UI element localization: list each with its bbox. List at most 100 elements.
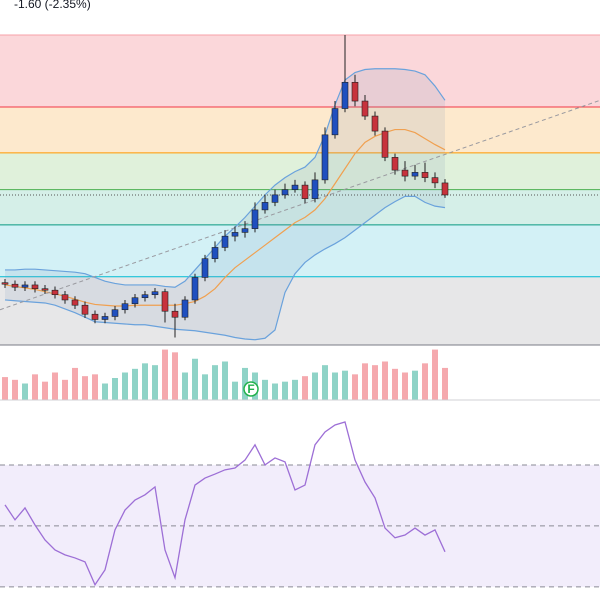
candle-body xyxy=(431,177,439,184)
change-label: -1.60 (-2.35%) xyxy=(14,0,91,11)
volume-pane: F xyxy=(2,349,448,400)
candle-body xyxy=(171,310,179,318)
candle-body xyxy=(51,289,59,296)
volume-bar xyxy=(132,368,138,400)
candle-body xyxy=(101,316,109,320)
volume-bar xyxy=(232,381,238,400)
trend-line xyxy=(0,99,600,311)
volume-bar xyxy=(172,352,178,400)
candle-body xyxy=(261,202,269,211)
volume-bar xyxy=(152,365,158,400)
volume-bar xyxy=(412,370,418,400)
volume-bar xyxy=(302,376,308,400)
candle-body xyxy=(351,81,359,102)
volume-bar xyxy=(322,365,328,400)
candle-body xyxy=(441,182,449,196)
volume-bar xyxy=(422,363,428,400)
volume-bar xyxy=(22,383,28,400)
volume-bar xyxy=(212,365,218,400)
candle-body xyxy=(401,169,409,177)
candle-body xyxy=(191,277,199,301)
candle-body xyxy=(161,291,169,312)
candle-body xyxy=(281,189,289,196)
candle-body xyxy=(111,309,119,317)
volume-bar xyxy=(282,381,288,400)
candle-body xyxy=(151,291,159,296)
candle-body xyxy=(61,294,69,301)
candle-body xyxy=(241,228,249,233)
candle-body xyxy=(331,108,339,136)
volume-bar xyxy=(222,361,228,400)
candle-body xyxy=(11,283,19,288)
annotation-marker xyxy=(243,381,259,397)
candle-body xyxy=(271,194,279,203)
rsi-pane xyxy=(0,421,600,588)
rsi-line xyxy=(4,421,446,587)
candle-body xyxy=(141,294,149,299)
price-pane xyxy=(0,34,600,346)
candle-body xyxy=(41,288,49,291)
candle-body xyxy=(231,232,239,237)
volume-bar xyxy=(2,377,8,400)
candle-body xyxy=(91,313,99,320)
volume-bar xyxy=(392,368,398,400)
volume-bar xyxy=(272,383,278,400)
candle-body xyxy=(311,179,319,199)
volume-bar xyxy=(92,374,98,400)
candle-body xyxy=(121,303,129,311)
volume-bar xyxy=(112,378,118,400)
volume-bar xyxy=(342,370,348,400)
fib-zone xyxy=(0,107,600,153)
volume-bar xyxy=(82,376,88,400)
candle-body xyxy=(81,304,89,315)
candle-body xyxy=(1,282,9,285)
candle-body xyxy=(321,134,329,181)
volume-bar xyxy=(442,367,448,400)
volume-bar xyxy=(352,374,358,400)
candle-body xyxy=(301,184,309,199)
candle-body xyxy=(31,284,39,290)
volume-bar xyxy=(122,372,128,400)
fib-zone xyxy=(0,276,600,345)
volume-bar xyxy=(102,383,108,400)
candle-body xyxy=(251,209,259,229)
candle-body xyxy=(201,258,209,278)
candle-body xyxy=(181,299,189,318)
volume-bar xyxy=(142,363,148,400)
candle-body xyxy=(421,172,429,178)
moving-average xyxy=(4,128,446,307)
volume-bar xyxy=(292,379,298,400)
candle-body xyxy=(361,100,369,117)
volume-bar xyxy=(332,372,338,400)
fib-zone xyxy=(0,189,600,225)
annotation-label: F xyxy=(247,382,254,396)
volume-bar xyxy=(402,372,408,400)
volume-bar xyxy=(192,358,198,400)
volume-bar xyxy=(52,372,58,400)
candle-body xyxy=(21,284,29,288)
volume-bar xyxy=(312,372,318,400)
volume-bar xyxy=(262,379,268,400)
volume-bar xyxy=(202,374,208,400)
volume-bar xyxy=(32,374,38,400)
volume-bar xyxy=(242,367,248,400)
candle-body xyxy=(411,172,419,177)
band-lower xyxy=(4,195,446,341)
candle-body xyxy=(341,81,349,109)
volume-bar xyxy=(62,379,68,400)
candle-body xyxy=(291,184,299,190)
candle-body xyxy=(381,130,389,158)
candle-body xyxy=(71,299,79,306)
volume-bar xyxy=(432,349,438,400)
volume-bar xyxy=(162,349,168,400)
candle-body xyxy=(221,235,229,248)
candle-body xyxy=(131,297,139,305)
candle-body xyxy=(391,157,399,171)
fib-zone xyxy=(0,35,600,108)
candle-body xyxy=(371,115,379,132)
volume-bar xyxy=(182,372,188,400)
volume-bar xyxy=(382,361,388,400)
volume-bar xyxy=(372,365,378,400)
